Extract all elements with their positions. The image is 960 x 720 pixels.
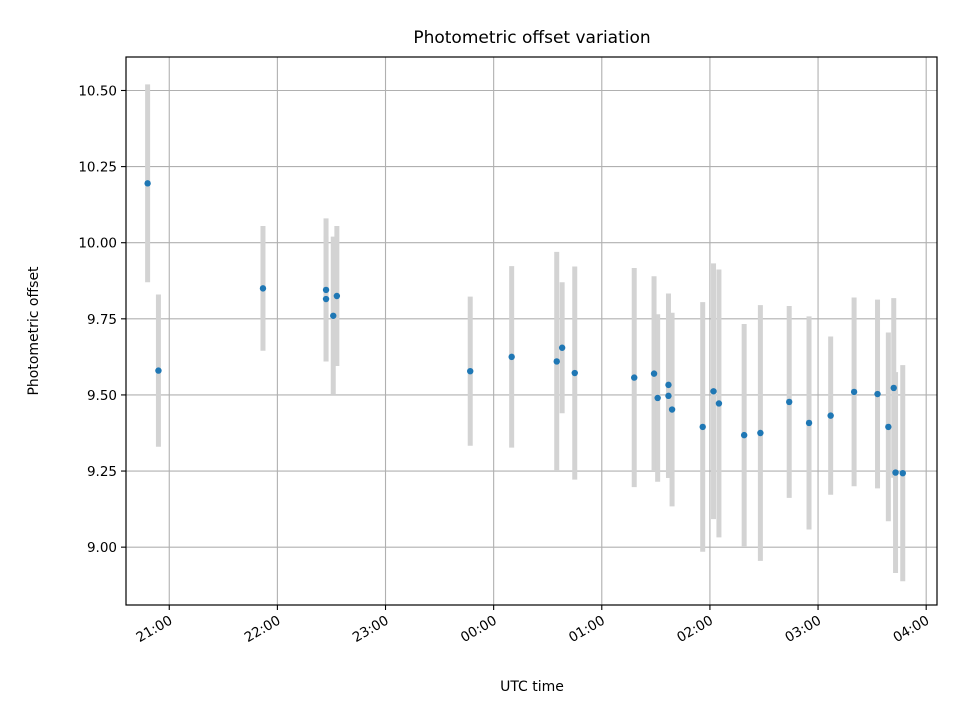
data-point [144, 180, 151, 187]
chart-title: Photometric offset variation [413, 28, 650, 48]
data-point [558, 344, 566, 351]
data-point [668, 406, 676, 413]
data-point [553, 358, 560, 365]
x-tick-label: 23:00 [350, 613, 392, 646]
grid-lines [126, 57, 937, 605]
data-points [144, 180, 906, 477]
data-point [654, 394, 661, 402]
data-point [874, 390, 881, 398]
data-point [827, 412, 834, 419]
x-tick-label: 04:00 [890, 613, 932, 646]
data-point [155, 367, 162, 374]
data-point [330, 312, 337, 319]
plot-area-frame [125, 56, 938, 606]
data-point [885, 423, 892, 431]
y-tick-label: 9.75 [87, 312, 117, 328]
data-point [890, 384, 897, 392]
x-tick-label: 21:00 [134, 613, 176, 646]
x-tick-label: 03:00 [782, 613, 824, 646]
y-tick-label: 9.50 [87, 388, 117, 404]
data-point [715, 400, 723, 407]
data-point [650, 370, 658, 377]
data-point [665, 381, 672, 389]
data-point [665, 392, 672, 400]
data-point [508, 353, 515, 361]
data-point [710, 388, 717, 395]
data-point [322, 286, 330, 294]
y-tick-label: 10.25 [78, 160, 117, 176]
y-tick-label: 9.00 [87, 540, 117, 556]
data-point [259, 285, 267, 292]
data-point [322, 295, 330, 303]
data-point [786, 398, 793, 406]
data-point [571, 369, 578, 377]
data-point [899, 469, 906, 477]
x-tick-label: 22:00 [242, 613, 284, 646]
data-point [892, 469, 899, 476]
x-tick-label: 00:00 [458, 613, 500, 646]
data-point [850, 388, 858, 396]
data-point [699, 423, 706, 431]
y-axis-label: Photometric offset [26, 266, 42, 396]
y-tick-label: 9.25 [87, 464, 117, 480]
error-bars [145, 84, 906, 582]
x-tick-label: 02:00 [674, 613, 716, 646]
x-axis-label: UTC time [500, 679, 564, 695]
data-point [467, 367, 474, 375]
data-point [333, 292, 341, 300]
data-point [805, 419, 813, 427]
axis-ticks: 21:00 22:00 23:00 00:00 01:00 02:00 03:00 04:00… [78, 83, 932, 645]
data-point [631, 374, 638, 381]
x-tick-label: 01:00 [566, 613, 608, 646]
data-point [757, 429, 764, 437]
y-tick-label: 10.00 [78, 236, 117, 252]
y-tick-label: 10.50 [78, 83, 117, 99]
data-point [740, 431, 748, 439]
